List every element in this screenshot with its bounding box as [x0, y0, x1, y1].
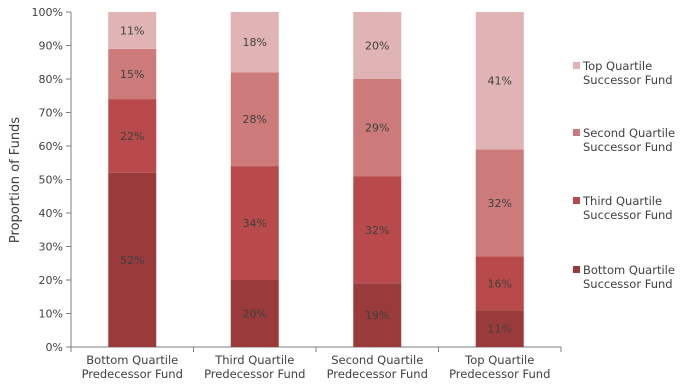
y-tick-label: 60%: [39, 140, 63, 153]
legend-swatch: [573, 197, 580, 204]
data-label: 20%: [243, 308, 267, 321]
bar-segment: [475, 256, 524, 311]
data-label: 52%: [120, 254, 144, 267]
y-tick-label: 100%: [32, 6, 63, 19]
bar-segment: [108, 12, 157, 49]
bar-segment: [108, 99, 157, 173]
legend-swatch: [573, 129, 580, 136]
bar-segment: [108, 172, 157, 347]
data-label: 15%: [120, 68, 144, 81]
x-category-label: Predecessor Fund: [449, 367, 550, 381]
legend-swatch: [573, 266, 580, 273]
bar-segment: [353, 79, 402, 177]
y-axis-title: Proportion of Funds: [8, 117, 23, 243]
data-label: 11%: [488, 323, 512, 336]
legend-label: Successor Fund: [583, 140, 673, 154]
legend-label: Bottom Quartile: [583, 263, 675, 277]
bar-segment: [475, 149, 524, 257]
data-label: 29%: [365, 122, 389, 135]
bar-segment: [108, 48, 157, 100]
x-category-label: Predecessor Fund: [82, 367, 183, 381]
data-label: 19%: [365, 309, 389, 322]
data-label: 22%: [120, 130, 144, 143]
bar-segment: [230, 280, 279, 347]
y-tick-label: 90%: [39, 40, 63, 53]
x-category-label: Top Quartile: [464, 353, 534, 367]
y-tick-label: 0%: [46, 341, 63, 354]
bar-segment: [230, 166, 279, 280]
legend-label: Successor Fund: [583, 73, 673, 87]
y-tick-label: 70%: [39, 107, 63, 120]
data-label: 32%: [365, 224, 389, 237]
bar-segment: [230, 72, 279, 167]
x-category-label: Third Quartile: [214, 353, 294, 367]
bar-segment: [475, 310, 524, 347]
data-label: 32%: [488, 197, 512, 210]
data-label: 41%: [488, 75, 512, 88]
y-tick-label: 10%: [39, 308, 63, 321]
bar-segment: [353, 12, 402, 79]
data-label: 18%: [243, 36, 267, 49]
bar-segment: [353, 176, 402, 284]
x-category-label: Second Quartile: [331, 353, 423, 367]
legend-label: Third Quartile: [582, 194, 662, 208]
x-category-label: Predecessor Fund: [327, 367, 428, 381]
legend-label: Successor Fund: [583, 277, 673, 291]
legend-label: Successor Fund: [583, 208, 673, 222]
bar-segment: [475, 12, 524, 150]
legend-swatch: [573, 62, 580, 69]
bar-segment: [353, 283, 402, 347]
data-label: 16%: [488, 277, 512, 290]
bar-segment: [230, 12, 279, 73]
data-label: 11%: [120, 24, 144, 37]
y-tick-label: 20%: [39, 274, 63, 287]
data-label: 34%: [243, 217, 267, 230]
legend-label: Second Quartile: [583, 126, 675, 140]
y-tick-label: 80%: [39, 73, 63, 86]
data-label: 20%: [365, 40, 389, 53]
x-category-label: Predecessor Fund: [204, 367, 305, 381]
y-tick-label: 50%: [39, 174, 63, 187]
y-tick-label: 30%: [39, 241, 63, 254]
legend-label: Top Quartile: [582, 59, 652, 73]
data-label: 28%: [243, 113, 267, 126]
y-tick-label: 40%: [39, 207, 63, 220]
x-category-label: Bottom Quartile: [86, 353, 178, 367]
